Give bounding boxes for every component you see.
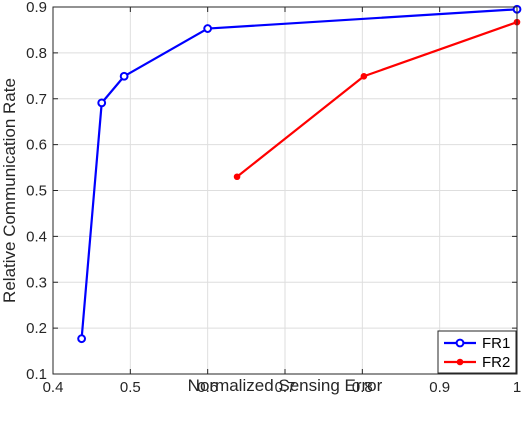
y-axis-title: Relative Communication Rate <box>0 78 19 303</box>
y-tick-label: 0.3 <box>26 274 47 291</box>
legend-box <box>437 330 517 374</box>
y-tick-label: 0.7 <box>26 91 47 108</box>
x-tick-label: 1 <box>513 379 521 396</box>
y-tick-label: 0.8 <box>26 45 47 62</box>
axis-ticks: 0.4 0.5 0.6 0.7 0.8 0.9 1 0.1 0.2 0.3 0.4 0.5 0.6 0.7… <box>26 0 521 396</box>
x-tick-label: 0.5 <box>120 379 141 396</box>
y-tick-label: 0.6 <box>26 137 47 154</box>
x-tick-label: 0.4 <box>43 379 64 396</box>
data-point-fr1 <box>119 71 129 81</box>
legend-marker-fr2 <box>456 358 464 366</box>
x-tick-label: 0.7 <box>275 379 296 396</box>
y-tick-label: 0.2 <box>26 320 47 337</box>
y-tick-label: 0.4 <box>26 228 47 245</box>
x-tick-label: 0.9 <box>429 379 450 396</box>
y-tick-label: 0.5 <box>26 183 47 200</box>
y-tick-label: 0.1 <box>26 366 47 383</box>
x-tick-label: 0.6 <box>197 379 218 396</box>
x-tick-label: 0.8 <box>352 379 373 396</box>
data-point-fr2 <box>360 72 368 80</box>
data-point-fr2 <box>233 173 241 181</box>
data-point-fr1 <box>97 98 107 108</box>
y-tick-label: 0.9 <box>26 0 47 16</box>
legend-marker-fr1 <box>455 338 465 348</box>
data-point-fr1 <box>77 334 87 344</box>
x-axis-title: Normalized Sensing Error <box>188 376 383 395</box>
series-layer <box>77 4 522 344</box>
legend-label-fr1: FR1 <box>482 335 510 352</box>
legend-label-fr2: FR2 <box>482 354 510 371</box>
data-point-fr1 <box>203 24 213 33</box>
